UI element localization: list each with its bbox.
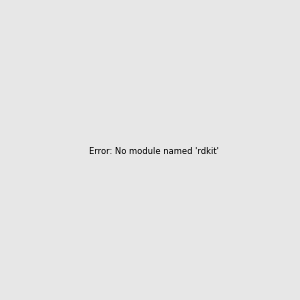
Text: Error: No module named 'rdkit': Error: No module named 'rdkit' [89,147,219,156]
